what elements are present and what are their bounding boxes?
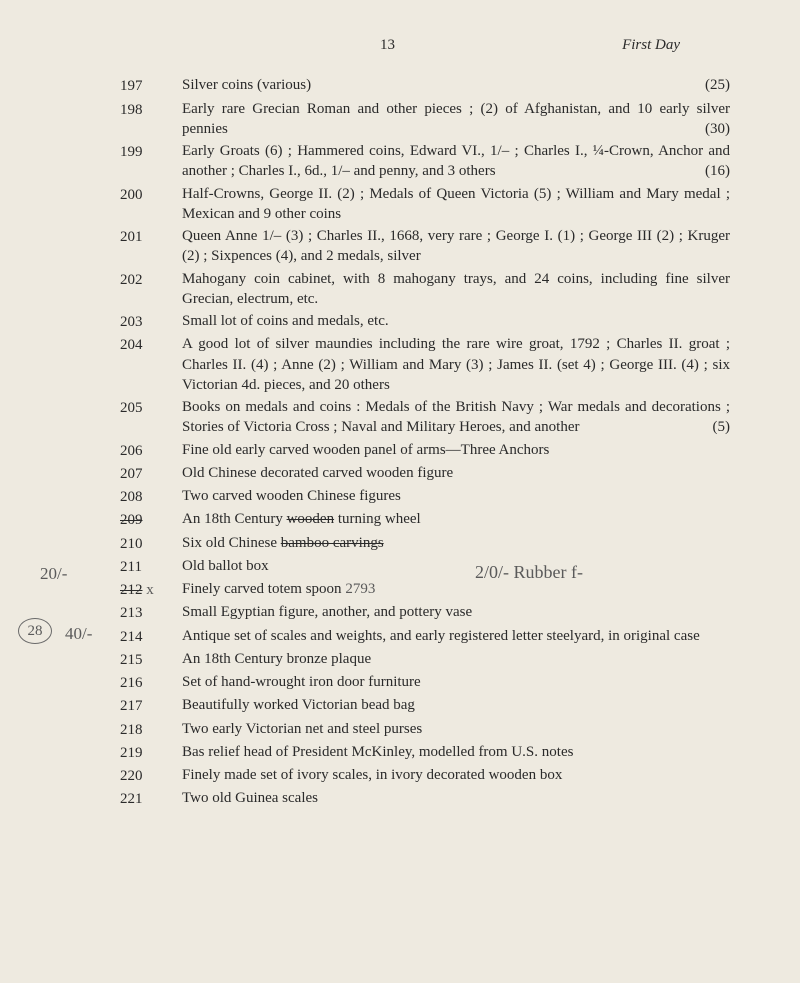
lot-number: 214 xyxy=(120,626,182,647)
lot-description: Set of hand-wrought iron door furniture xyxy=(182,672,740,693)
lot-row: 210Six old Chinese bamboo carvings xyxy=(120,533,740,554)
lot-number: 199 xyxy=(120,141,182,182)
page-title: First Day xyxy=(622,35,680,55)
lot-number: 213 xyxy=(120,602,182,623)
page-number: 13 xyxy=(380,35,395,55)
lot-description: Early Groats (6) ; Hammered coins, Edwar… xyxy=(182,141,740,182)
hand-annotation-circled: 28 xyxy=(18,618,52,644)
hand-annotation: 20/- xyxy=(40,563,67,586)
lot-row: 207Old Chinese decorated carved wooden f… xyxy=(120,463,740,484)
lot-number: 218 xyxy=(120,719,182,740)
lot-row: 206Fine old early carved wooden panel of… xyxy=(120,440,740,461)
lot-row: 221Two old Guinea scales xyxy=(120,788,740,809)
lot-row: 220Finely made set of ivory scales, in i… xyxy=(120,765,740,786)
lot-description: Old ballot box xyxy=(182,556,740,577)
lot-description: Two old Guinea scales xyxy=(182,788,740,809)
lot-number: 217 xyxy=(120,695,182,716)
lot-number: 197 xyxy=(120,75,182,96)
lot-row: 205Books on medals and coins : Medals of… xyxy=(120,397,740,438)
lot-number: 212 x xyxy=(120,579,182,600)
lot-number: 207 xyxy=(120,463,182,484)
lot-description: An 18th Century wooden turning wheel xyxy=(182,509,740,530)
lot-list: 197Silver coins (various)(25)198Early ra… xyxy=(120,75,740,809)
lot-description: Queen Anne 1/– (3) ; Charles II., 1668, … xyxy=(182,226,740,267)
lot-description: A good lot of silver maundies including … xyxy=(182,334,740,395)
lot-row: 208Two carved wooden Chinese figures xyxy=(120,486,740,507)
hand-annotation: 40/- xyxy=(65,623,92,646)
lot-description: Mahogany coin cabinet, with 8 mahogany t… xyxy=(182,269,740,310)
lot-row: 213Small Egyptian figure, another, and p… xyxy=(120,602,740,623)
lot-row: 197Silver coins (various)(25) xyxy=(120,75,740,96)
lot-row: 202Mahogany coin cabinet, with 8 mahogan… xyxy=(120,269,740,310)
lot-number: 201 xyxy=(120,226,182,267)
lot-number: 203 xyxy=(120,311,182,332)
lot-number: 208 xyxy=(120,486,182,507)
lot-row: 200Half-Crowns, George II. (2) ; Medals … xyxy=(120,184,740,225)
lot-number: 206 xyxy=(120,440,182,461)
lot-description: Books on medals and coins : Medals of th… xyxy=(182,397,740,438)
lot-description: Antique set of scales and weights, and e… xyxy=(182,626,740,647)
lot-description: Small lot of coins and medals, etc. xyxy=(182,311,740,332)
lot-row: 204A good lot of silver maundies includi… xyxy=(120,334,740,395)
lot-row: 203Small lot of coins and medals, etc. xyxy=(120,311,740,332)
lot-description: Two carved wooden Chinese figures xyxy=(182,486,740,507)
lot-number: 200 xyxy=(120,184,182,225)
hand-annotation: 2/0/- Rubber f- xyxy=(475,560,583,584)
lot-row: 211Old ballot box xyxy=(120,556,740,577)
lot-number: 211 xyxy=(120,556,182,577)
lot-number: 209 xyxy=(120,509,182,530)
lot-number: 220 xyxy=(120,765,182,786)
lot-number: 215 xyxy=(120,649,182,670)
lot-row: 212 xFinely carved totem spoon 2793 xyxy=(120,579,740,600)
lot-row: 218Two early Victorian net and steel pur… xyxy=(120,719,740,740)
lot-number: 219 xyxy=(120,742,182,763)
lot-row: 201Queen Anne 1/– (3) ; Charles II., 166… xyxy=(120,226,740,267)
lot-number: 202 xyxy=(120,269,182,310)
lot-number: 221 xyxy=(120,788,182,809)
lot-description: Finely made set of ivory scales, in ivor… xyxy=(182,765,740,786)
lot-description: Two early Victorian net and steel purses xyxy=(182,719,740,740)
lot-description: An 18th Century bronze plaque xyxy=(182,649,740,670)
lot-number: 210 xyxy=(120,533,182,554)
lot-description: Silver coins (various)(25) xyxy=(182,75,740,96)
lot-number: 198 xyxy=(120,99,182,140)
lot-description: Beautifully worked Victorian bead bag xyxy=(182,695,740,716)
lot-description: Fine old early carved wooden panel of ar… xyxy=(182,440,740,461)
lot-row: 216Set of hand-wrought iron door furnitu… xyxy=(120,672,740,693)
lot-row: 217Beautifully worked Victorian bead bag xyxy=(120,695,740,716)
lot-number: 204 xyxy=(120,334,182,395)
lot-description: Six old Chinese bamboo carvings xyxy=(182,533,740,554)
lot-row: 214Antique set of scales and weights, an… xyxy=(120,626,740,647)
lot-description: Finely carved totem spoon 2793 xyxy=(182,579,740,600)
lot-row: 219Bas relief head of President McKinley… xyxy=(120,742,740,763)
lot-description: Old Chinese decorated carved wooden figu… xyxy=(182,463,740,484)
lot-description: Half-Crowns, George II. (2) ; Medals of … xyxy=(182,184,740,225)
lot-row: 209An 18th Century wooden turning wheel xyxy=(120,509,740,530)
lot-row: 199Early Groats (6) ; Hammered coins, Ed… xyxy=(120,141,740,182)
lot-description: Small Egyptian figure, another, and pott… xyxy=(182,602,740,623)
lot-description: Early rare Grecian Roman and other piece… xyxy=(182,99,740,140)
lot-number: 216 xyxy=(120,672,182,693)
lot-row: 215An 18th Century bronze plaque xyxy=(120,649,740,670)
lot-row: 198Early rare Grecian Roman and other pi… xyxy=(120,99,740,140)
lot-description: Bas relief head of President McKinley, m… xyxy=(182,742,740,763)
lot-number: 205 xyxy=(120,397,182,438)
page-header: 13 First Day xyxy=(180,35,680,55)
